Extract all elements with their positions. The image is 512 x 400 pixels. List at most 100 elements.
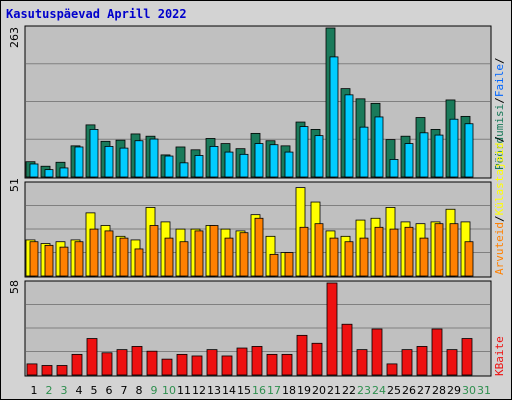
visits-bar	[329, 237, 339, 277]
visits-bar	[119, 237, 129, 277]
legend-sep-3: /	[493, 215, 506, 222]
legend-top: Pöördumisi/Faile/	[493, 57, 506, 170]
kbytes-bar	[41, 365, 53, 376]
kbytes-bar	[356, 349, 368, 376]
x-tick-label: 25	[387, 384, 401, 397]
legend-files-label: Faile	[493, 64, 506, 97]
files-bar	[329, 56, 339, 178]
kbytes-bar	[251, 346, 263, 376]
visits-bar	[389, 228, 399, 277]
middle-ymax-label: 51	[8, 178, 21, 192]
files-bar	[434, 134, 444, 178]
top-ymax-label: 263	[8, 27, 21, 48]
kbytes-bar	[86, 338, 98, 376]
kbytes-bar	[386, 363, 398, 376]
files-bar	[224, 151, 234, 178]
x-tick-label: 6	[106, 384, 113, 397]
files-bar	[344, 94, 354, 178]
kbytes-bar	[461, 338, 473, 376]
x-tick-label: 2	[46, 384, 53, 397]
visits-bar	[74, 241, 84, 277]
legend-sep-4: /	[493, 136, 506, 143]
visits-bar	[404, 226, 414, 277]
kbytes-bar	[191, 355, 203, 376]
x-tick-label: 20	[312, 384, 326, 397]
x-tick-label: 22	[342, 384, 356, 397]
visits-bar	[419, 237, 429, 277]
kbytes-bar	[296, 334, 308, 376]
x-tick-label: 31	[477, 384, 491, 397]
x-tick-label: 24	[372, 384, 386, 397]
visits-bar	[149, 225, 159, 277]
files-bar	[299, 126, 309, 178]
kbytes-bar	[176, 353, 188, 376]
kbytes-bar	[161, 358, 173, 376]
x-tick-label: 3	[61, 384, 68, 397]
visits-bar	[359, 237, 369, 277]
legend-visits-label: Arvuteid	[493, 222, 506, 275]
kbytes-bar	[266, 353, 278, 376]
visits-bar	[179, 241, 189, 277]
x-tick-label: 26	[402, 384, 416, 397]
kbytes-bar	[446, 349, 458, 376]
x-tick-label: 29	[447, 384, 461, 397]
legend-pages-label: Külastajaid	[493, 143, 506, 216]
x-tick-label: 5	[91, 384, 98, 397]
x-tick-label: 23	[357, 384, 371, 397]
visits-bar	[284, 252, 294, 277]
kbytes-bar	[401, 349, 413, 376]
x-tick-label: 1	[31, 384, 38, 397]
files-bar	[104, 146, 114, 178]
files-bar	[29, 163, 39, 178]
files-bar	[464, 123, 474, 178]
visits-bar	[59, 246, 69, 277]
visits-bar	[134, 248, 144, 277]
visits-bar	[449, 223, 459, 277]
chart-title: Kasutuspäevad Aprill 2022	[6, 7, 187, 21]
files-bar	[374, 116, 384, 178]
visits-bar	[464, 241, 474, 277]
x-tick-label: 4	[76, 384, 83, 397]
visits-bar	[164, 237, 174, 277]
x-tick-label: 21	[327, 384, 341, 397]
kbytes-bar	[371, 328, 383, 376]
kbytes-bar	[431, 328, 443, 376]
files-bar	[239, 153, 249, 178]
kbytes-bar	[26, 363, 38, 376]
x-tick-label: 14	[222, 384, 236, 397]
visits-bar	[44, 244, 54, 277]
x-tick-label: 10	[162, 384, 176, 397]
kbytes-bar	[236, 347, 248, 376]
kbytes-bar	[71, 353, 83, 376]
legend-sep-2: /	[493, 57, 506, 64]
kbytes-bar	[206, 349, 218, 376]
kbytes-bar	[416, 346, 428, 376]
files-bar	[44, 169, 54, 178]
files-bar	[119, 147, 129, 178]
kbytes-bar	[221, 355, 233, 376]
files-bar	[389, 159, 399, 178]
visits-bar	[374, 226, 384, 277]
legend-kbytes-label: KBaite	[493, 336, 506, 376]
files-bar	[89, 129, 99, 178]
visits-bar	[89, 228, 99, 277]
visits-bar	[29, 241, 39, 277]
x-tick-label: 18	[282, 384, 296, 397]
files-bar	[419, 132, 429, 178]
files-bar	[284, 151, 294, 178]
x-tick-label: 13	[207, 384, 221, 397]
legend-hits-label: Pöördumisi	[493, 104, 506, 170]
files-bar	[449, 118, 459, 178]
files-bar	[194, 155, 204, 178]
x-tick-label: 16	[252, 384, 266, 397]
kbytes-bar	[326, 282, 338, 376]
x-tick-label: 7	[121, 384, 128, 397]
visits-bar	[314, 223, 324, 277]
files-bar	[269, 144, 279, 178]
visits-bar	[299, 226, 309, 277]
x-tick-label: 12	[192, 384, 206, 397]
files-bar	[134, 140, 144, 178]
visits-bar	[239, 232, 249, 277]
files-bar	[254, 143, 264, 178]
kbytes-bar	[116, 349, 128, 376]
